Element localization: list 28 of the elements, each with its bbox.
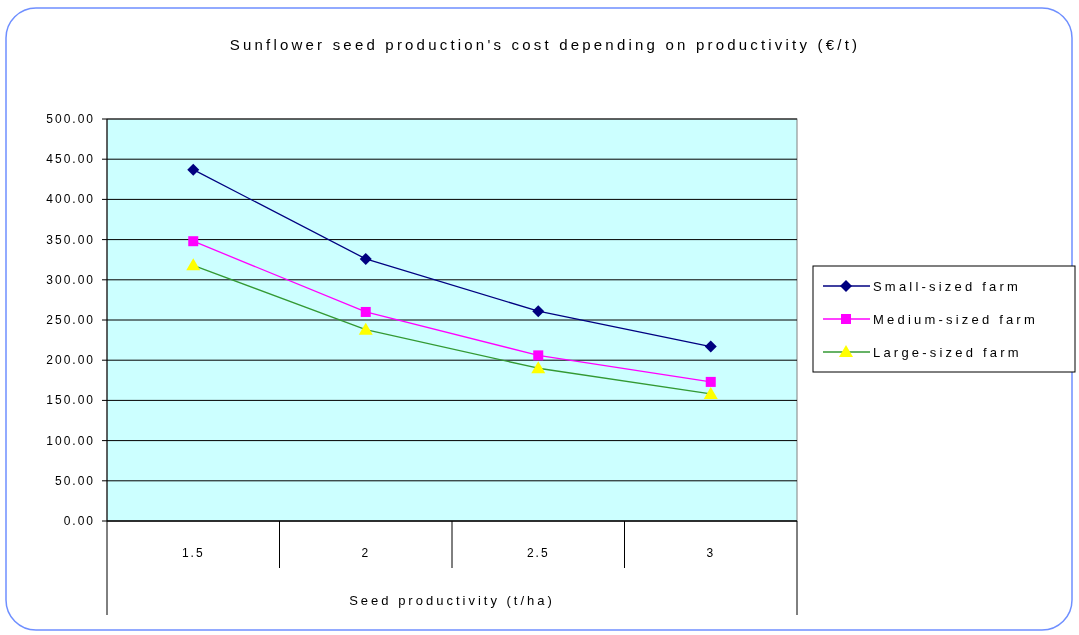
y-tick-label: 150.00 <box>46 393 95 408</box>
y-tick-label: 350.00 <box>46 232 95 247</box>
point <box>532 305 545 318</box>
y-tick-label: 0.00 <box>63 514 95 528</box>
x-tick-label: 1.5 <box>181 546 205 560</box>
x-tick-label: 2.5 <box>526 546 550 560</box>
y-tick-label: 50.00 <box>54 473 95 488</box>
x-axis-title: Seed productivity (t/ha) <box>349 593 555 608</box>
point <box>359 252 372 265</box>
legend-label: Large-sized farm <box>873 345 1022 360</box>
x-tick-label: 3 <box>706 546 716 560</box>
point <box>533 350 544 361</box>
y-tick-label: 200.00 <box>46 353 95 368</box>
y-tick-label: 100.00 <box>46 433 95 448</box>
x-tick-label: 2 <box>361 546 371 560</box>
legend-label: Medium-sized farm <box>873 312 1038 327</box>
chart-title: Sunflower seed production's cost depending on productivity (€/t) <box>229 36 861 53</box>
y-tick-label: 450.00 <box>46 152 95 167</box>
point <box>360 306 371 317</box>
y-tick-label: 500.00 <box>46 112 95 126</box>
legend-label: Small-sized farm <box>873 279 1021 294</box>
y-tick-label: 250.00 <box>46 313 95 327</box>
point <box>705 376 716 387</box>
y-tick-label: 300.00 <box>46 272 95 287</box>
point <box>188 236 199 247</box>
point <box>704 340 717 353</box>
point <box>187 163 200 176</box>
y-tick-label: 400.00 <box>46 192 95 207</box>
